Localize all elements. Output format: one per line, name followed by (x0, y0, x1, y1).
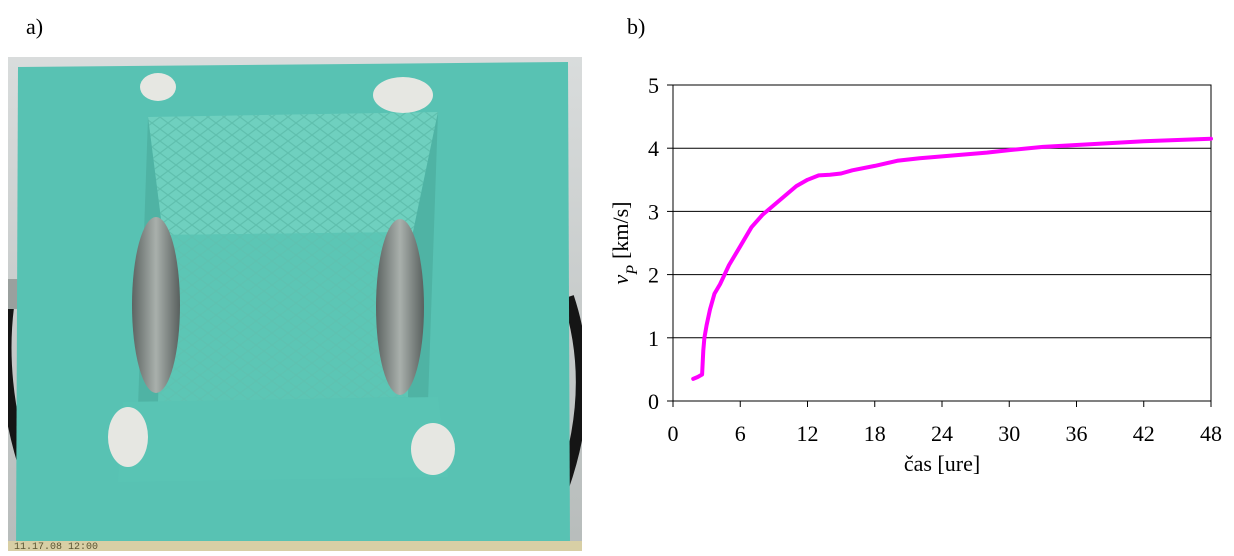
y-tick-label: 4 (648, 136, 659, 161)
y-axis-title-sub: P (624, 265, 641, 276)
y-tick-label: 2 (648, 263, 659, 288)
y-axis-title: vP [km/s] (608, 202, 641, 285)
x-tick-label: 30 (998, 421, 1020, 446)
x-tick-label: 0 (668, 421, 679, 446)
panel-b-label: b) (627, 14, 646, 39)
foam-front-wall (118, 397, 448, 482)
y-tick-label: 0 (648, 389, 659, 414)
series-vp-line (691, 136, 1213, 381)
left-transducer (132, 217, 180, 393)
x-tick-label: 6 (735, 421, 746, 446)
x-tick-label: 24 (931, 421, 953, 446)
x-axis-title: čas [ure] (904, 451, 980, 476)
right-cable (557, 295, 588, 489)
y-tick-labels: 0 1 2 3 4 5 (648, 73, 659, 414)
x-tick-label: 42 (1133, 421, 1155, 446)
y-axis-title-main: v (608, 275, 633, 285)
x-tick-labels: 0 6 12 18 24 30 36 42 48 (668, 421, 1223, 446)
grid-layer (667, 84, 1212, 407)
photo-timestamp: 11.17.08 12:00 (14, 542, 98, 551)
plaster-joint (373, 77, 433, 113)
plaster-joint (140, 73, 176, 101)
x-tick-label: 36 (1066, 421, 1088, 446)
ruler-strip (8, 541, 582, 551)
y-tick-label: 1 (648, 326, 659, 351)
y-tick-label: 3 (648, 199, 659, 224)
plaster-joint (108, 407, 148, 467)
plot-area-frame (672, 84, 1212, 402)
panel-a-label: a) (26, 14, 44, 39)
y-axis-title-unit: [km/s] (608, 202, 633, 259)
x-tick-label: 48 (1200, 421, 1222, 446)
y-tick-label: 5 (648, 73, 659, 98)
x-tick-label: 12 (797, 421, 819, 446)
specimen-mold-photo: 11.17.08 12:00 (0, 57, 588, 553)
plaster-joint (411, 423, 455, 475)
mold-illustration: 11.17.08 12:00 (0, 57, 588, 553)
right-transducer (376, 219, 424, 395)
x-tick-label: 18 (864, 421, 886, 446)
